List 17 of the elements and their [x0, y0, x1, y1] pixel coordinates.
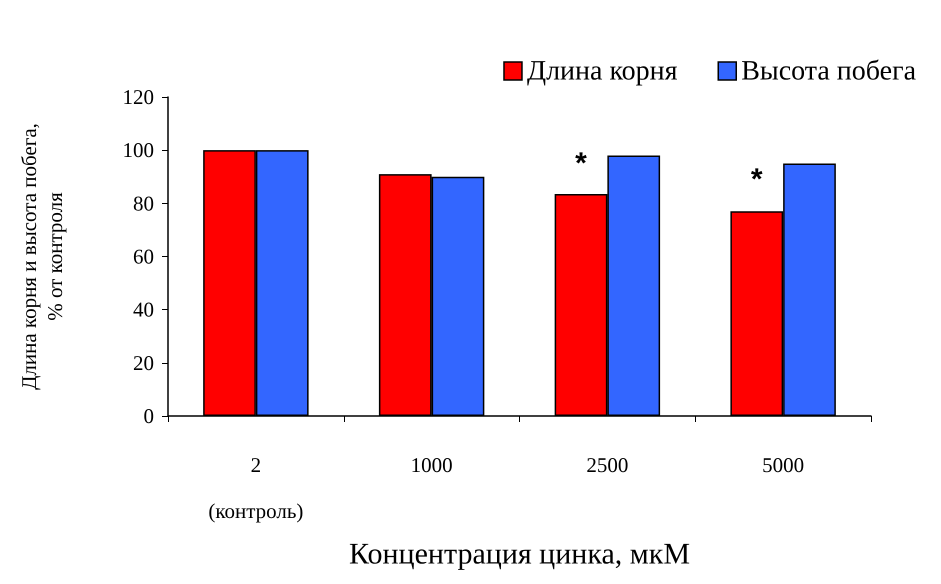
y-tick-label: 0 [144, 404, 154, 428]
x-tick-label: 2500 [586, 453, 628, 477]
y-tick-label: 40 [133, 298, 154, 322]
x-tick-label: 2 (контроль) [208, 453, 304, 523]
legend-label: Высота побега [741, 56, 917, 86]
x-tick-label: 1000 [410, 453, 453, 477]
y-tick-label: 120 [122, 85, 154, 109]
y-tick-label: 20 [133, 350, 154, 375]
x-tick-label: 5000 [762, 453, 804, 477]
y-axis-title: Длина корня и высота побега, % от контроля [17, 123, 67, 390]
legend-label: Длина корня [526, 56, 678, 86]
x-axis-title: Концентрация цинка, мкМ [348, 537, 690, 570]
y-tick-label: 100 [122, 138, 154, 162]
y-tick-label: 60 [133, 244, 154, 268]
annotation: * [750, 162, 763, 196]
y-tick-label: 80 [133, 191, 154, 216]
annotation: * [575, 146, 588, 180]
